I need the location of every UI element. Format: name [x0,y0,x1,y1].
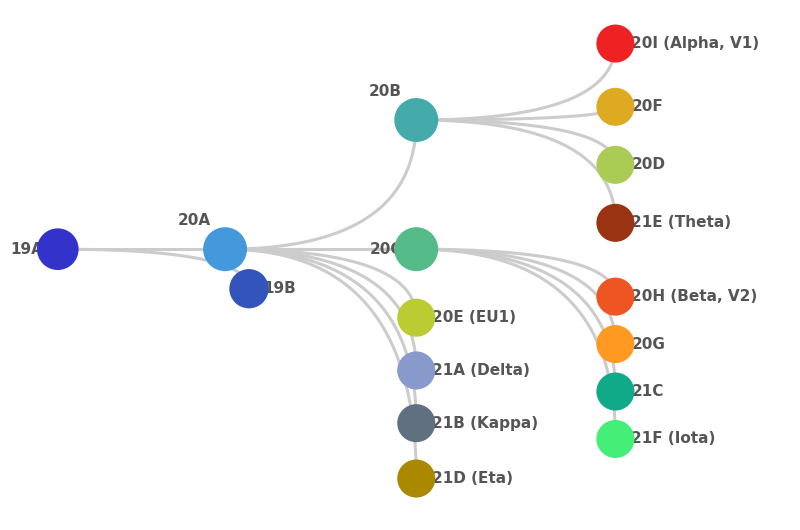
Point [410,116,422,124]
Text: 20F: 20F [631,99,663,114]
Point [609,387,622,396]
Text: 21C: 21C [631,384,664,399]
Point [410,313,422,322]
Text: 20B: 20B [369,84,402,99]
Text: 20H (Beta, V2): 20H (Beta, V2) [631,289,758,304]
Text: 19B: 19B [263,281,296,296]
Point [609,161,622,169]
Text: 19A: 19A [10,242,43,257]
Text: 21F (Iota): 21F (Iota) [631,431,716,446]
Point [410,474,422,483]
Point [218,245,231,253]
Text: 20C: 20C [370,242,402,257]
Text: 21A (Delta): 21A (Delta) [432,363,530,378]
Text: 20E (EU1): 20E (EU1) [432,310,516,325]
Point [609,293,622,301]
Point [609,39,622,48]
Point [410,366,422,375]
Text: 21B (Kappa): 21B (Kappa) [432,416,538,431]
Point [410,419,422,427]
Text: 21E (Theta): 21E (Theta) [631,215,731,231]
Point [609,435,622,443]
Point [609,103,622,111]
Point [609,340,622,348]
Point [410,245,422,253]
Point [609,218,622,227]
Point [51,245,64,253]
Text: 21D (Eta): 21D (Eta) [432,471,513,486]
Text: 20G: 20G [631,337,666,351]
Point [242,285,255,293]
Text: 20I (Alpha, V1): 20I (Alpha, V1) [631,36,759,51]
Text: 20A: 20A [178,213,210,228]
Text: 20D: 20D [631,157,666,172]
